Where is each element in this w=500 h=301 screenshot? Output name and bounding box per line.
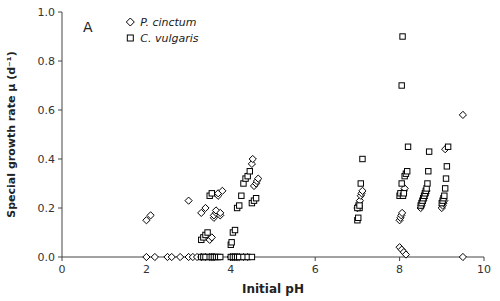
- point: [143, 253, 150, 260]
- x-tick: [399, 257, 400, 261]
- x-tick-label: 6: [312, 263, 319, 276]
- y-tick-label: 1.0: [38, 6, 56, 19]
- y-tick: [58, 61, 62, 62]
- point: [445, 144, 450, 149]
- point: [151, 253, 158, 260]
- y-tick: [58, 208, 62, 209]
- series: [199, 34, 451, 260]
- x-tick-label: 10: [477, 263, 491, 276]
- point: [185, 197, 192, 204]
- point: [360, 156, 365, 161]
- y-tick: [58, 159, 62, 160]
- point: [401, 191, 406, 196]
- legend-marker: [127, 35, 133, 41]
- point: [399, 83, 404, 88]
- point: [400, 34, 405, 39]
- y-axis-label: Special growth rate μ (d⁻¹): [5, 51, 18, 217]
- point: [357, 203, 362, 208]
- point: [399, 181, 404, 186]
- point: [249, 155, 256, 162]
- point: [426, 149, 431, 154]
- point: [426, 169, 431, 174]
- point: [459, 111, 466, 118]
- x-tick-label: 8: [396, 263, 403, 276]
- point: [358, 181, 363, 186]
- legend-label: C. vulgaris: [140, 32, 199, 45]
- point: [425, 181, 430, 186]
- x-axis-line: [62, 257, 484, 258]
- y-tick: [58, 12, 62, 13]
- y-tick-label: 0.0: [38, 251, 56, 264]
- point: [209, 191, 214, 196]
- point: [249, 254, 254, 259]
- x-tick: [484, 257, 485, 261]
- point: [442, 186, 447, 191]
- point: [459, 253, 466, 260]
- y-tick-label: 0.6: [38, 104, 56, 117]
- point: [168, 253, 175, 260]
- point: [202, 204, 209, 211]
- y-tick: [58, 257, 62, 258]
- legend-label: P. cinctum: [140, 16, 196, 29]
- x-axis-label: Initial pH: [242, 282, 304, 296]
- point: [443, 176, 448, 181]
- point: [399, 209, 406, 216]
- point: [239, 193, 244, 198]
- point: [247, 169, 252, 174]
- legend-marker: [126, 18, 134, 26]
- x-tick-label: 4: [227, 263, 234, 276]
- point: [218, 254, 223, 259]
- point: [177, 253, 184, 260]
- point: [442, 193, 447, 198]
- point: [255, 175, 262, 182]
- point: [147, 212, 154, 219]
- chart: 0 2 4 6 8 10 0.0 0.2 0.4 0.6 0.8 1.0 Initial pH Speci…: [0, 0, 500, 301]
- series: [143, 111, 467, 260]
- x-tick: [315, 257, 316, 261]
- point: [405, 144, 410, 149]
- legend: P. cinctum C. vulgaris: [126, 16, 199, 45]
- y-tick-label: 0.8: [38, 55, 56, 68]
- point: [404, 169, 409, 174]
- x-tick-label: 0: [59, 263, 66, 276]
- point: [253, 196, 258, 201]
- point: [229, 240, 234, 245]
- plot-area: [143, 34, 467, 261]
- y-tick-label: 0.4: [38, 153, 56, 166]
- point: [217, 209, 224, 216]
- point: [356, 215, 361, 220]
- x-tick: [62, 257, 63, 261]
- point: [237, 203, 242, 208]
- point: [359, 187, 366, 194]
- point: [402, 251, 409, 258]
- x-tick-label: 2: [143, 263, 150, 276]
- panel-label: A: [83, 19, 93, 35]
- y-tick: [58, 110, 62, 111]
- y-axis-line: [62, 12, 63, 257]
- point: [219, 187, 226, 194]
- point: [444, 164, 449, 169]
- y-tick-label: 0.2: [38, 202, 56, 215]
- point: [205, 230, 210, 235]
- point: [232, 227, 237, 232]
